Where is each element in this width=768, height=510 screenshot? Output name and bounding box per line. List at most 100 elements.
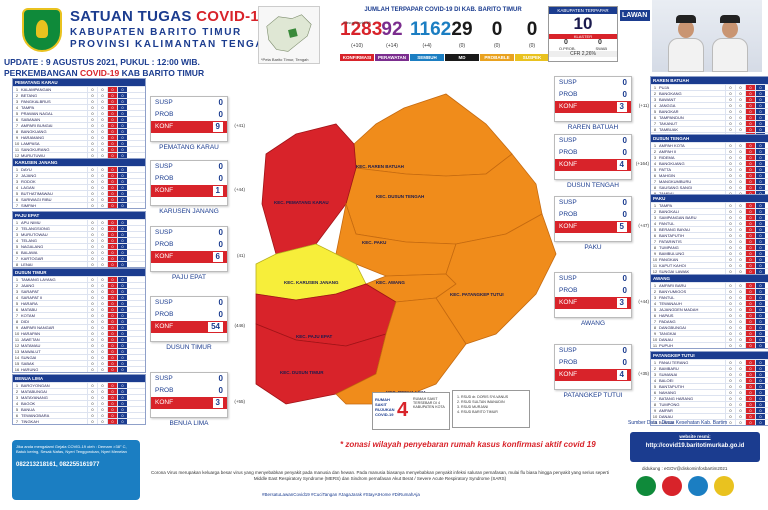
table-row: 7 PATARINTIS 0 0 0 0 bbox=[651, 238, 768, 244]
table-row: 10 DANAU 0 0 0 0 bbox=[651, 336, 768, 342]
table-row: 2 JAJANG 0 0 0 0 bbox=[13, 172, 145, 178]
table-row: 11 SANGKURANG 0 0 0 0 bbox=[13, 146, 145, 152]
table-row: 6 BALAWA 0 0 0 0 bbox=[13, 249, 145, 255]
table-row: 6 MATABU 0 0 0 0 bbox=[13, 306, 145, 312]
table-row: 3 MATAYANANG 0 0 0 0 bbox=[13, 394, 145, 400]
table-row: 12 SUNGAI LAWAK 0 0 0 0 bbox=[651, 268, 768, 274]
table-row: 2 BANYUMIGOS 0 0 0 0 bbox=[651, 288, 768, 294]
table-row: 4 BALOEI 0 0 0 0 bbox=[651, 377, 768, 383]
stat-probable: 0 (0) PROBABLE bbox=[480, 17, 514, 61]
hospital-item: 3. RSUD MURJANI bbox=[457, 405, 489, 409]
table-row: 4 PANTUL 0 0 0 0 bbox=[651, 220, 768, 226]
kabupaten-logo-icon bbox=[22, 8, 62, 52]
table-row: 7 KOTAM 0 0 0 0 bbox=[13, 312, 145, 318]
district-box-caption: DUSUN TENGAH bbox=[567, 182, 619, 189]
stat-md: 29 (0) MD bbox=[445, 17, 479, 61]
table-patangkep-tutui: PATANGKEP TUTUI 1 PANAI TERANG 0 0 0 0 2 BAMBARU… bbox=[650, 351, 768, 426]
update-timestamp: UPDATE : 9 AGUSTUS 2021, PUKUL : 12:00 W… bbox=[4, 57, 200, 67]
table-row: 6 TAMPANDUN 0 0 0 0 bbox=[651, 114, 768, 120]
district-box-caption: RAREN BATUAH bbox=[567, 124, 619, 131]
table-row: 5 PATTA 0 0 0 0 bbox=[651, 166, 768, 172]
table-row: 4 TAMPA 0 0 0 0 bbox=[13, 104, 145, 110]
table-row: 1 AMPARI BARU 0 0 0 0 bbox=[651, 282, 768, 288]
district-box-raren-batuah: SUSP 0 PROB 0 KONF 3 (+11) bbox=[554, 76, 649, 122]
table-row: 16 HARUNG 0 0 0 0 bbox=[13, 366, 145, 372]
symptom-info-panel: Jika anda mengalami Gejala COVID-19 oleh… bbox=[12, 440, 140, 500]
table-row: 5 BERANG BAYAU 0 0 0 0 bbox=[651, 226, 768, 232]
table-row: 6 BANTAPUTIH 0 0 0 0 bbox=[651, 232, 768, 238]
stat-suspek: 0 (0) SUSPEK bbox=[515, 17, 549, 61]
table-row: 5 HARARA 0 0 0 0 bbox=[13, 300, 145, 306]
table-row: 11 KAPUT KAHOI 0 0 0 0 bbox=[651, 262, 768, 268]
district-box-caption: AWANG bbox=[580, 320, 606, 327]
table-row: 9 AMPARI NANGAR 0 0 0 0 bbox=[13, 324, 145, 330]
table-row: 9 HARAMANG 0 0 0 0 bbox=[13, 134, 145, 140]
table-row: 4 BANGKUANG 0 0 0 0 bbox=[651, 160, 768, 166]
table-dusun-tengah: DUSUN TENGAH 1 AMPAH KOTA 0 0 0 0 2 AMPAH II 0 0 0 0… bbox=[650, 134, 768, 197]
stat-perawatan: 92 (+14) PERAWATAN bbox=[375, 17, 409, 61]
table-row: 9 TANGKAI 0 0 0 0 bbox=[651, 330, 768, 336]
table-row: 7 MANGKUMBURU 0 0 0 0 bbox=[651, 178, 768, 184]
table-row: 8 DIDI 0 0 0 0 bbox=[13, 318, 145, 324]
table-row: 7 TAKANUT 0 0 0 0 bbox=[651, 120, 768, 126]
corona-description: Corona Virus merupakan keluarga besar vi… bbox=[151, 470, 609, 481]
district-map: KEC. RAREN BATUAH KEC. DUSUN TENGAH KEC.… bbox=[236, 84, 566, 424]
table-row: 11 PUPUH 0 0 0 0 bbox=[651, 342, 768, 348]
table-row: 3 PANTUL 0 0 0 0 bbox=[651, 294, 768, 300]
district-box-paku: SUSP 0 PROB 0 KONF 5 (+47) bbox=[554, 196, 649, 242]
table-row: 3 BAWANT 0 0 0 0 bbox=[651, 96, 768, 102]
table-paku: PAKU 1 TAMPA 0 0 0 0 2 BANGKALI 0 0 0 0 3 SAMPANGAN BA… bbox=[650, 194, 768, 275]
table-row: 7 TINGKAH 0 0 0 0 bbox=[13, 418, 145, 424]
district-box-caption: KARUSEN JANANG bbox=[159, 208, 219, 215]
table-row: 5 BANTAPUTIH 0 0 0 0 bbox=[651, 383, 768, 389]
table-row: 2 BAMBARU 0 0 0 0 bbox=[651, 365, 768, 371]
district-box-caption: PEMATANG KARAU bbox=[159, 144, 219, 151]
table-row: 10 PANGKAN 0 0 0 0 bbox=[651, 256, 768, 262]
table-pematang-karau: PEMATANG KARAU 1 KALAMPANGAN 0 0 0 0 2 BETANG 0 0 0… bbox=[12, 78, 146, 165]
table-row: 13 MAWALUT 0 0 0 0 bbox=[13, 348, 145, 354]
stats-heading: JUMLAH TERPAPAR COVID-19 DI KAB. BARITO … bbox=[364, 7, 522, 13]
district-box-pematang-karau: SUSP 0 PROB 0 KONF 9 (+41) bbox=[150, 96, 245, 142]
table-row: 3 PANGKALBRUS 0 0 0 0 bbox=[13, 98, 145, 104]
table-row: 14 SUNGAI 0 0 0 0 bbox=[13, 354, 145, 360]
table-row: 7 SIMPAH 0 0 0 0 bbox=[13, 202, 145, 208]
table-row: 6 MAHGIN 0 0 0 0 bbox=[651, 172, 768, 178]
website-banner[interactable]: website resmi: http://covid19.baritotimu… bbox=[630, 432, 760, 462]
table-karusen-janang: KARUSEN JANANG 1 DAYU 0 0 0 0 2 JAJANG 0 0 0 0 3 RODOK… bbox=[12, 158, 146, 209]
table-paju-epat: PAJU EPAT 1 APU NIMU 0 0 0 0 2 TELANGSIONG 0 0 0 0 3 M… bbox=[12, 211, 146, 268]
district-box-dusun-timur: SUSP 0 PROB 0 KONF 54 (446) bbox=[150, 296, 245, 342]
map-pematang-karau bbox=[261, 123, 357, 255]
table-row: 2 BETANG 0 0 0 0 bbox=[13, 92, 145, 98]
district-box-dusun-tengah: SUSP 0 PROB 0 KONF 4 (+164) bbox=[554, 134, 649, 180]
table-row: 5 BANGKAR 0 0 0 0 bbox=[651, 108, 768, 114]
table-awang: AWANG 1 AMPARI BARU 0 0 0 0 2 BANYUMIGOS 0 0 0 0 3 PAN… bbox=[650, 274, 768, 349]
table-row: 5 BANUA 0 0 0 0 bbox=[13, 406, 145, 412]
table-row: 7 BATANG HARANG 0 0 0 0 bbox=[651, 395, 768, 401]
table-raren-batuah: RAREN BATUAH 1 PUJA 0 0 0 0 2 BANGKANG 0 0 0 0 3 BAWAN… bbox=[650, 76, 768, 139]
table-row: 10 DANAU 0 0 0 0 bbox=[651, 413, 768, 419]
sponsor-logos bbox=[636, 476, 734, 496]
hashtags: #BersatuLawanCovid19 #CuciTangan #JagaJa… bbox=[262, 492, 420, 497]
table-row: 4 TEWANAUH 0 0 0 0 bbox=[651, 300, 768, 306]
table-dusun-timur: DUSUN TIMUR 1 TAMIANG LAYANG 0 0 0 0 2 JAANG 0 0 0 0… bbox=[12, 268, 146, 373]
table-row: 8 LENAI 0 0 0 0 bbox=[13, 261, 145, 267]
subtitle-province: PROVINSI KALIMANTAN TENGAH bbox=[70, 39, 274, 50]
zonation-note: * zonasi wilayah penyebaran rumah kasus … bbox=[340, 440, 596, 449]
table-row: 4 SARAPAT II 0 0 0 0 bbox=[13, 294, 145, 300]
district-box-caption: DUSUN TIMUR bbox=[166, 344, 212, 351]
data-source: Sumber Data : Dinas Kesehatan Kab. Barti… bbox=[628, 420, 728, 426]
stat-sembuh: 1162 (+4) SEMBUH bbox=[410, 19, 452, 61]
table-row: 8 DANGBUNGAI 0 0 0 0 bbox=[651, 324, 768, 330]
table-row: 3 MURUTOWAU 0 0 0 0 bbox=[13, 231, 145, 237]
hospital-item: 1. RSUD dr. DORIS SYLVANUS bbox=[457, 395, 509, 399]
district-box-awang: SUSP 0 PROB 0 KONF 3 (+44) bbox=[554, 272, 649, 318]
table-row: 1 KALAMPANGAN 0 0 0 0 bbox=[13, 86, 145, 92]
table-row: 12 MATAMAU 0 0 0 0 bbox=[13, 342, 145, 348]
district-box-caption: PATANGKEP TUTUI bbox=[563, 392, 623, 399]
district-box-caption: PAJU EPAT bbox=[172, 274, 206, 281]
table-row: 5 NAGALANG 0 0 0 0 bbox=[13, 243, 145, 249]
table-row: 6 HAPAIS 0 0 0 0 bbox=[651, 312, 768, 318]
website-link: http://covid19.baritotimurkab.go.id bbox=[645, 443, 745, 449]
officials-portrait bbox=[652, 0, 762, 72]
